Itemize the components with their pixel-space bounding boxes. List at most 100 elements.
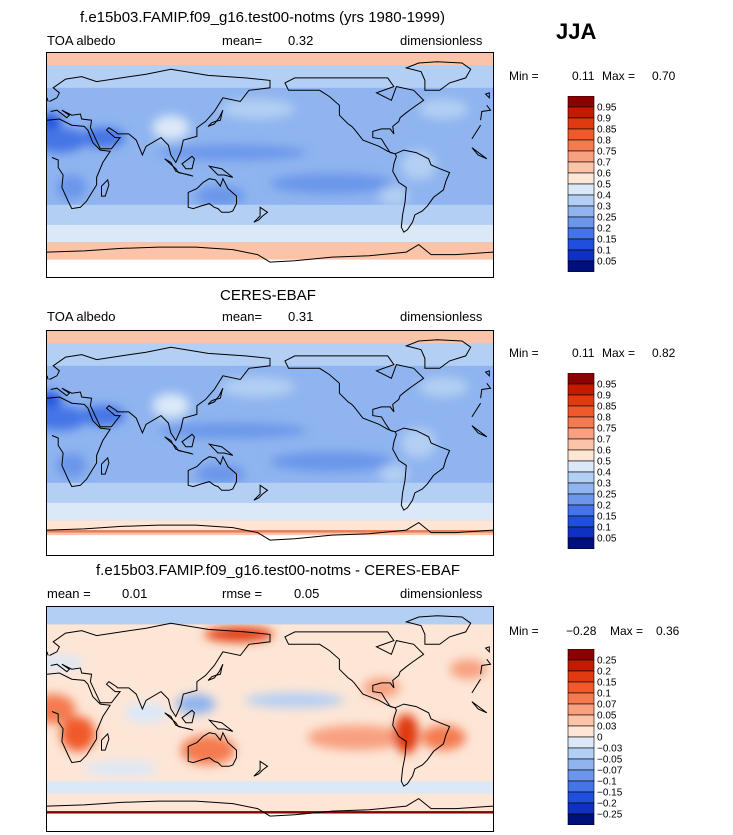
colorbar-swatch [567, 416, 595, 429]
panel3-colorbar: 0.25 0.2 0.15 0.1 0.07 0.05 0.03 0 −0.03 −0.05 −0.… [566, 649, 636, 825]
colorbar-tick-label: −0.15 [597, 788, 623, 799]
coastline-borneo [181, 433, 195, 448]
coastline-newguinea [207, 443, 234, 456]
colorbar-swatch [567, 714, 595, 727]
colorbar-swatch [567, 515, 595, 528]
coastline-samerica [392, 703, 451, 787]
coastline-japan [207, 387, 224, 405]
colorbar-tick-label: −0.25 [597, 810, 623, 821]
panel1-colorbar: 0.95 0.9 0.85 0.8 0.75 0.7 0.6 0.5 0.4 0.3 0.25 0.2… [566, 96, 636, 272]
colorbar-tick-label: −0.03 [597, 744, 623, 755]
coastline-madagascar [101, 732, 110, 751]
colorbar-swatch [567, 128, 595, 141]
colorbar-swatch [567, 736, 595, 749]
colorbar-tick-label: 0.1 [597, 689, 611, 700]
coastline-japan [207, 109, 224, 127]
coastline-africa [47, 672, 488, 764]
colorbar-swatch [567, 537, 595, 549]
colorbar-tick-label: 0.9 [597, 391, 611, 402]
coastline-samerica [392, 427, 451, 511]
colorbar-tick-label: 0.85 [597, 402, 617, 413]
panel2-title: CERES-EBAF [220, 287, 316, 304]
coastline-madagascar [101, 456, 110, 475]
colorbar-tick-label: 0.2 [597, 501, 611, 512]
coastline-namerica [284, 631, 425, 709]
coastline-indonesia [164, 436, 194, 455]
colorbar-tick-label: 0.05 [597, 257, 617, 268]
colorbar-swatch [567, 471, 595, 484]
colorbar-tick-label: 0.3 [597, 479, 611, 490]
colorbar-swatch [567, 813, 595, 825]
colorbar-tick-label: 0.6 [597, 169, 611, 180]
coastline-antarctica_edge [47, 243, 493, 263]
colorbar-swatch [567, 383, 595, 396]
colorbar-swatch [567, 172, 595, 185]
colorbar-swatch [567, 659, 595, 672]
colorbar-swatch [567, 504, 595, 517]
panel3-max-label: Max = [610, 624, 644, 638]
colorbar-tick-label: 0.5 [597, 180, 611, 191]
colorbar-tick-label: 0.05 [597, 534, 617, 545]
colorbar-swatch [567, 449, 595, 462]
colorbar-swatch [567, 373, 595, 385]
colorbar-tick-label: 0.5 [597, 457, 611, 468]
colorbar-swatch [567, 703, 595, 716]
colorbar-swatch [567, 394, 595, 407]
panel3-map [46, 606, 494, 832]
coastline-borneo [181, 155, 195, 170]
colorbar-tick-label: 0.25 [597, 213, 617, 224]
coastline-africa [47, 118, 488, 210]
coastline-borneo [181, 709, 195, 724]
colorbar-swatch [567, 139, 595, 152]
panel1-map [46, 52, 494, 278]
panel2-min-label: Min = [509, 346, 539, 360]
colorbar-tick-label: −0.07 [597, 766, 623, 777]
panel1-mean-label: mean= [222, 33, 263, 48]
coastline-antarctica_edge [47, 797, 493, 817]
colorbar-tick-label: 0 [597, 733, 603, 744]
colorbar-swatch [567, 649, 595, 661]
season-label: JJA [556, 19, 597, 44]
colorbar-tick-label: 0.03 [597, 722, 617, 733]
coastline-namerica [284, 77, 425, 155]
colorbar-swatch [567, 438, 595, 451]
panel2-mean-value: 0.31 [288, 309, 314, 324]
panel2-units: dimensionless [400, 309, 483, 324]
panel3-rmse-label: rmse = [222, 586, 263, 601]
colorbar-tick-label: 0.7 [597, 158, 611, 169]
colorbar-tick-label: 0.15 [597, 678, 617, 689]
panel2-min-value: 0.11 [572, 346, 595, 360]
colorbar-tick-label: 0.15 [597, 512, 617, 523]
colorbar-swatch [567, 227, 595, 240]
coastline-samerica [392, 149, 451, 233]
coastline-nz [253, 206, 269, 223]
colorbar-tick-label: 0.2 [597, 224, 611, 235]
panel3-units: dimensionless [400, 586, 483, 601]
coastline-japan [207, 663, 224, 681]
colorbar-swatch [567, 194, 595, 207]
colorbar-tick-label: 0.7 [597, 435, 611, 446]
panel1-units: dimensionless [400, 33, 483, 48]
colorbar-tick-label: 0.4 [597, 191, 611, 202]
coastline-newguinea [207, 719, 234, 732]
coastline-uk [47, 646, 490, 656]
colorbar-swatch [567, 117, 595, 130]
panel1-max-label: Max = [602, 69, 636, 83]
colorbar-swatch [567, 725, 595, 738]
colorbar-tick-label: 0.1 [597, 523, 611, 534]
coastline-uk [47, 370, 490, 380]
panel2-mean-label: mean= [222, 309, 263, 324]
colorbar-swatch [567, 249, 595, 262]
colorbar-swatch [567, 205, 595, 218]
colorbar-swatch [567, 427, 595, 440]
panel3-min-value: −0.28 [566, 624, 597, 638]
colorbar-tick-label: 0.85 [597, 125, 617, 136]
panel3-mean-label: mean = [47, 586, 91, 601]
colorbar-tick-label: 0.3 [597, 202, 611, 213]
panel2-variable-label: TOA albedo [47, 309, 116, 324]
coastline-africa [47, 396, 488, 488]
colorbar-tick-label: −0.05 [597, 755, 623, 766]
panel2-max-label: Max = [602, 346, 636, 360]
panel1-min-label: Min = [509, 69, 539, 83]
coastline-greenland [404, 339, 472, 369]
